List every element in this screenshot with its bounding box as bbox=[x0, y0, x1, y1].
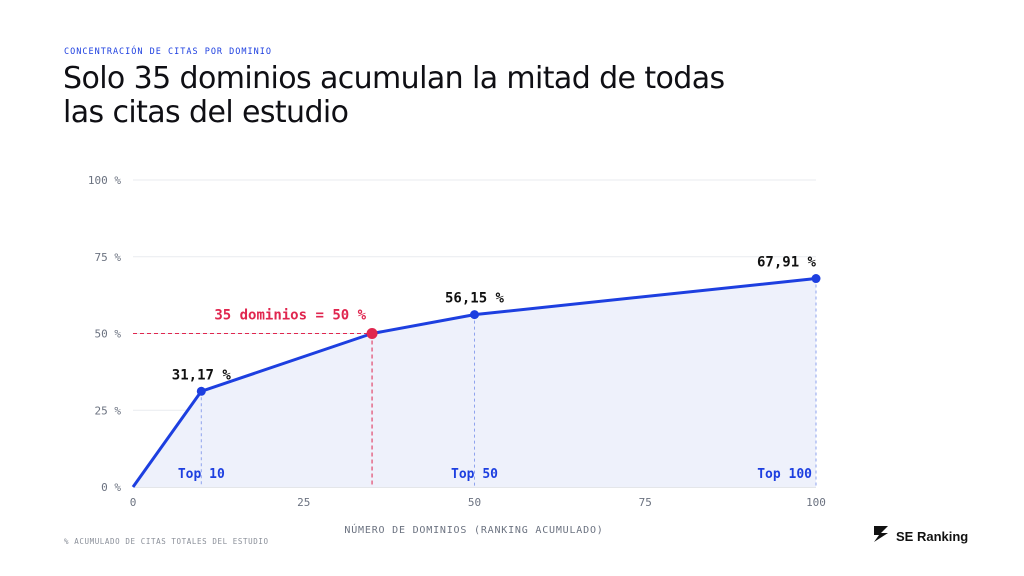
data-label: 67,91 % bbox=[757, 255, 817, 271]
x-tick-label: 50 bbox=[468, 496, 481, 509]
y-tick-label: 100 % bbox=[88, 174, 121, 187]
y-tick-label: 0 % bbox=[101, 481, 121, 494]
footnote: % ACUMULADO DE CITAS TOTALES DEL ESTUDIO bbox=[64, 537, 269, 546]
data-point bbox=[196, 386, 206, 396]
highlight-label: 35 dominios = 50 % bbox=[214, 308, 366, 324]
guide-layer bbox=[133, 278, 817, 487]
data-point bbox=[811, 274, 821, 284]
top-n-label: Top 10 bbox=[178, 467, 225, 482]
x-tick-label: 75 bbox=[639, 496, 652, 509]
x-tick-label: 100 bbox=[806, 496, 826, 509]
data-point bbox=[470, 310, 479, 320]
x-tick-label: 0 bbox=[130, 496, 137, 509]
label-layer: 0 % 25 % 50 % 75 % 100 % 0 25 50 75 100 31,17 % Top… bbox=[88, 174, 826, 509]
chart-title-line-2: las citas del estudio bbox=[63, 95, 349, 130]
brand-logo: SE Ranking bbox=[872, 524, 968, 548]
chart-title: Solo 35 dominios acumulan la mitad de to… bbox=[63, 62, 863, 130]
y-tick-label: 50 % bbox=[95, 328, 122, 341]
data-label: 56,15 % bbox=[445, 291, 505, 307]
marker-layer bbox=[196, 274, 821, 396]
y-tick-label: 75 % bbox=[95, 251, 122, 264]
data-label: 31,17 % bbox=[172, 367, 232, 383]
chart-eyebrow: CONCENTRACIÓN DE CITAS POR DOMINIO bbox=[64, 47, 272, 57]
top-n-label: Top 100 bbox=[757, 467, 812, 482]
brand-name: SE Ranking bbox=[896, 528, 969, 544]
x-tick-label: 25 bbox=[297, 496, 310, 509]
x-axis-title: NÚMERO DE DOMINIOS (RANKING ACUMULADO) bbox=[344, 523, 603, 536]
se-ranking-logo-icon bbox=[872, 524, 890, 548]
top-n-label: Top 50 bbox=[451, 467, 498, 482]
y-tick-label: 25 % bbox=[95, 404, 122, 417]
highlight-point bbox=[366, 328, 378, 339]
chart-title-line-1: Solo 35 dominios acumulan la mitad de to… bbox=[63, 61, 725, 96]
